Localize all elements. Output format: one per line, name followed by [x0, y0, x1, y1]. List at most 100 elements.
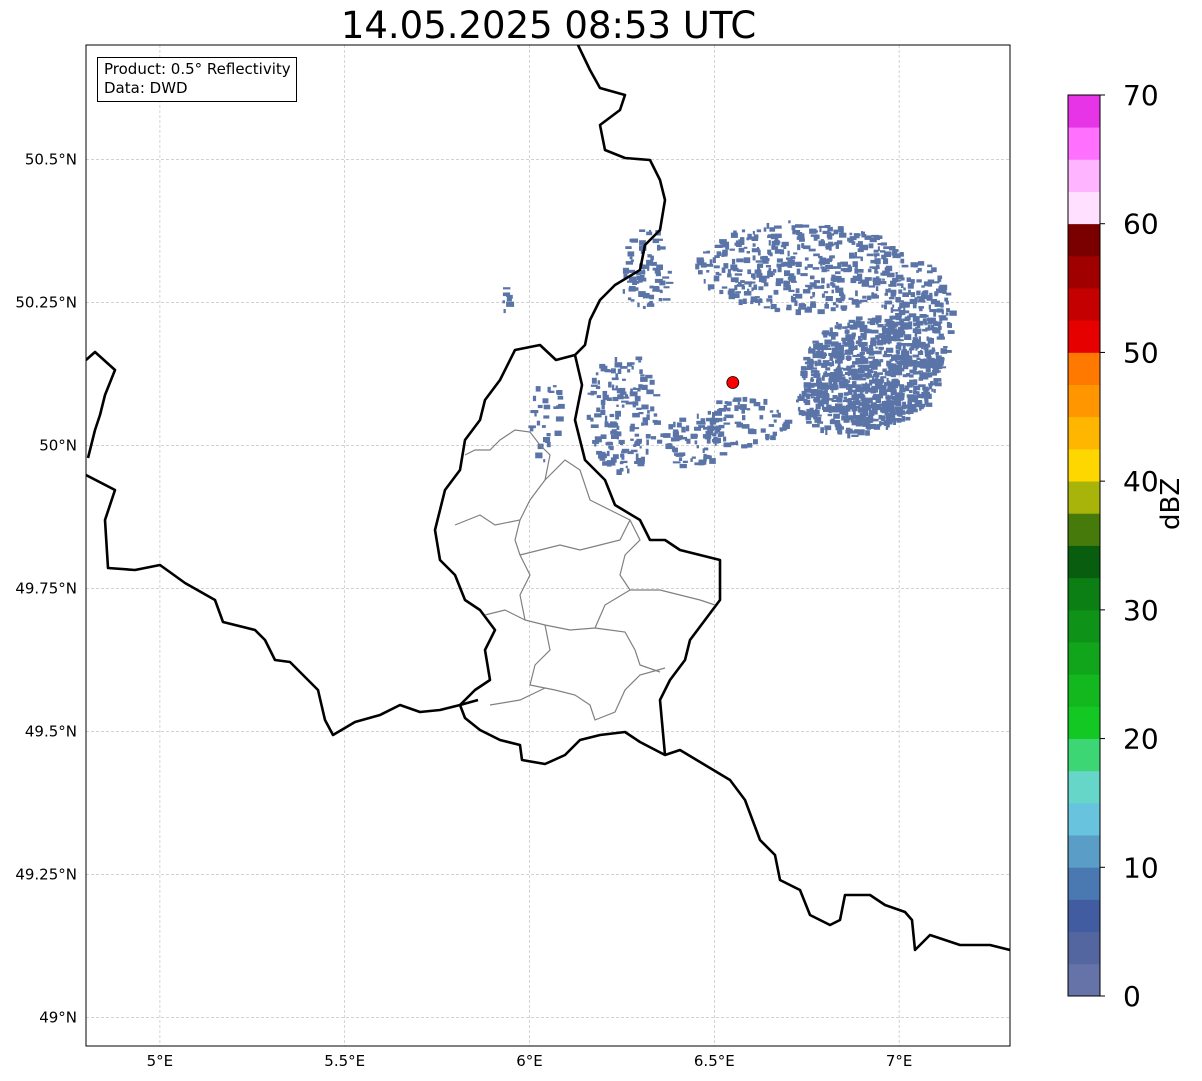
radar-echo-cell: [868, 382, 873, 386]
radar-echo-cell: [599, 458, 606, 461]
radar-echo-cell: [782, 423, 790, 429]
radar-echo-cell: [681, 436, 687, 440]
radar-echo-cell: [847, 391, 853, 395]
radar-echo-cell: [837, 429, 843, 435]
radar-echo-cell: [807, 264, 813, 268]
radar-echo-cell: [763, 398, 768, 405]
radar-echo-cell: [818, 225, 827, 228]
radar-echo-cell: [639, 245, 647, 251]
radar-echo-cell: [876, 350, 882, 355]
radar-echo-cell: [653, 413, 658, 417]
radar-echo-cell: [890, 384, 898, 389]
radar-echo-cell: [864, 372, 872, 377]
radar-echo-cell: [875, 315, 882, 321]
radar-echo-cell: [645, 374, 653, 379]
radar-echo-cell: [897, 410, 903, 415]
radar-echo-cell: [821, 349, 824, 355]
radar-echo-cell: [939, 284, 948, 290]
radar-echo-cell: [665, 281, 674, 284]
radar-echo-cell: [771, 240, 779, 246]
colorbar-segment: [1068, 191, 1100, 225]
radar-echo-cell: [866, 425, 871, 430]
radar-echo-cell: [677, 435, 684, 438]
radar-echo-cell: [606, 450, 610, 457]
radar-echo-cell: [901, 415, 906, 422]
radar-echo-cell: [744, 281, 753, 285]
radar-echo-cell: [861, 383, 870, 387]
radar-echo-cell: [771, 244, 776, 250]
radar-echo-cell: [924, 351, 931, 357]
radar-echo-cell: [871, 405, 880, 411]
radar-echo-cell: [789, 275, 796, 282]
radar-echo-cell: [808, 348, 816, 354]
radar-echo-cell: [926, 387, 930, 391]
radar-echo-cell: [828, 377, 835, 383]
radar-echo-cell: [905, 404, 909, 409]
radar-echo-cell: [911, 408, 918, 413]
radar-echo-cell: [938, 286, 943, 290]
radar-echo-cell: [795, 309, 801, 316]
radar-echo-cell: [779, 249, 785, 255]
radar-echo-cell: [810, 396, 816, 399]
radar-echo-cell: [649, 379, 655, 385]
radar-echo-cell: [926, 336, 929, 341]
radar-echo-cell: [650, 436, 657, 440]
radar-echo-cell: [880, 415, 886, 422]
radar-echo-cell: [907, 283, 914, 289]
radar-echo-cell: [874, 382, 882, 387]
radar-echo-cell: [820, 239, 824, 242]
radar-echo-cell: [703, 251, 709, 254]
radar-echo-cell: [842, 326, 848, 329]
radar-echo-cell: [638, 412, 644, 415]
radar-echo-cell: [903, 287, 906, 291]
radar-echo-cell: [810, 392, 819, 396]
radar-echo-cell: [928, 383, 936, 386]
radar-echo-cell: [705, 430, 712, 436]
radar-echo-cell: [764, 275, 770, 279]
radar-echo-cell: [814, 417, 822, 423]
radar-echo-cell: [810, 367, 818, 370]
radar-echo-cell: [820, 427, 824, 434]
radar-echo-cell: [909, 379, 917, 383]
radar-echo-cell: [873, 425, 881, 430]
radar-echo-cell: [535, 452, 543, 459]
radar-echo-cell: [672, 461, 681, 464]
radar-echo-cell: [635, 287, 639, 291]
radar-echo-cell: [893, 365, 896, 371]
radar-echo-cell: [827, 413, 833, 417]
radar-echo-cell: [800, 273, 808, 277]
radar-echo-cell: [736, 422, 743, 428]
radar-echo-cell: [767, 269, 771, 275]
radar-echo-cell: [867, 370, 874, 374]
radar-echo-cell: [910, 262, 919, 268]
radar-echo-cell: [812, 353, 821, 359]
radar-echo-cell: [534, 411, 537, 417]
radar-echo-cell: [753, 439, 758, 445]
radar-echo-cell: [909, 298, 918, 305]
radar-echo-cell: [749, 429, 757, 435]
regional-borders: [484, 609, 526, 621]
radar-echo-cell: [716, 400, 723, 405]
colorbar-segment: [1068, 609, 1100, 643]
radar-echo-cell: [898, 348, 902, 351]
radar-echo-cell: [704, 447, 709, 451]
colorbar-segment: [1068, 674, 1100, 707]
radar-echo-cell: [847, 334, 852, 338]
radar-echo-cell: [631, 365, 634, 370]
radar-echo-cell: [890, 394, 893, 399]
radar-echo-cell: [706, 270, 710, 273]
colorbar-segment: [1068, 352, 1100, 386]
radar-echo-cell: [537, 404, 543, 409]
lon-tick-label: 6°E: [516, 1052, 543, 1070]
radar-echo-cell: [881, 334, 887, 340]
radar-echo-cell: [893, 388, 896, 394]
lat-tick-label: 50.25°N: [15, 293, 77, 311]
radar-echo-cell: [828, 231, 832, 235]
radar-echo-cell: [798, 410, 806, 416]
radar-echo-cell: [927, 338, 934, 344]
radar-echo-cell: [637, 459, 645, 465]
radar-echo-cell: [889, 328, 898, 333]
radar-echo-cell: [880, 347, 883, 351]
radar-echo-cell: [839, 383, 848, 389]
radar-echo-cell: [890, 337, 896, 340]
